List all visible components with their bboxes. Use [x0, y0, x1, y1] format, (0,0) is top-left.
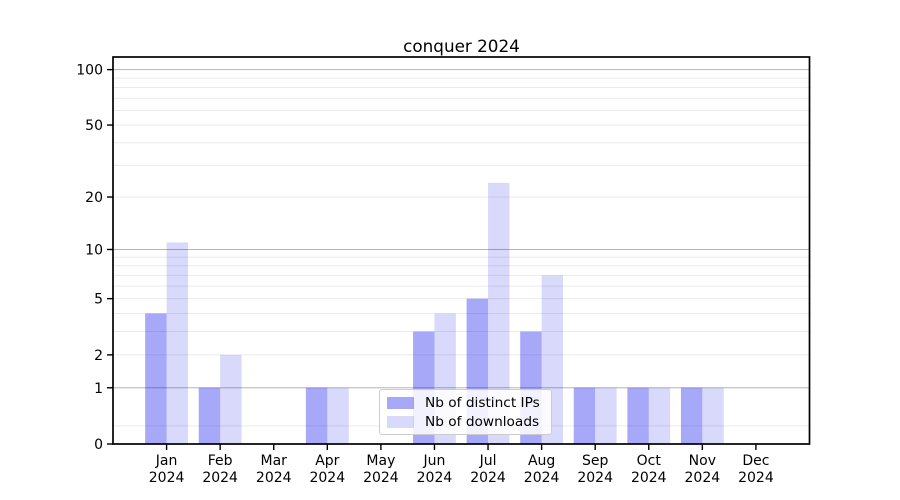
y-tick-label: 50 [85, 118, 103, 134]
bar-downloads-oct [648, 387, 671, 444]
x-tick-label-month: Sep [582, 453, 609, 469]
y-tick-label: 10 [85, 242, 103, 258]
x-tick-label-month: Dec [742, 453, 769, 469]
x-tick-label-year: 2024 [470, 470, 506, 486]
y-tick-label: 20 [85, 190, 103, 206]
legend-swatch-distinct-ips [387, 396, 414, 409]
y-tick-label: 2 [94, 348, 103, 364]
x-tick-label-year: 2024 [309, 470, 345, 486]
bar-downloads-nov [702, 387, 724, 444]
x-tick-label-year: 2024 [202, 470, 238, 486]
chart-title: conquer 2024 [403, 36, 520, 56]
x-tick-label-month: Feb [208, 453, 233, 469]
y-tick-label: 5 [94, 292, 103, 308]
bar-distinct-ips-oct [627, 387, 649, 444]
x-tick-label-year: 2024 [417, 470, 453, 486]
legend-label-downloads: Nb of downloads [425, 413, 540, 430]
bar-downloads-jan [166, 242, 189, 444]
x-tick-label-month: Jun [423, 453, 446, 469]
plot-frame [112, 56, 811, 445]
bar-distinct-ips-nov [680, 387, 703, 444]
bar-distinct-ips-apr [305, 387, 328, 444]
legend-entry-distinct-ips: Nb of distinct IPs [387, 394, 543, 411]
x-tick-label-month: May [366, 453, 395, 469]
x-tick-label-year: 2024 [256, 470, 292, 486]
legend: Nb of distinct IPs Nb of downloads [379, 389, 552, 435]
x-tick-label-year: 2024 [149, 470, 185, 486]
legend-entry-downloads: Nb of downloads [387, 413, 543, 430]
bar-distinct-ips-feb [198, 387, 221, 444]
bar-downloads-apr [327, 387, 349, 444]
x-tick-label-month: Nov [689, 453, 716, 469]
x-tick-label-month: Jan [155, 453, 178, 469]
x-tick-label-month: Mar [261, 453, 288, 469]
bar-downloads-sep [595, 387, 617, 444]
y-tick-label: 0 [94, 437, 103, 453]
y-tick-label: 100 [76, 63, 103, 79]
x-tick-label-year: 2024 [685, 470, 721, 486]
x-tick-label-year: 2024 [738, 470, 774, 486]
bar-distinct-ips-sep [573, 387, 596, 444]
bar-distinct-ips-jan [145, 313, 167, 444]
legend-swatch-downloads [387, 415, 414, 428]
bar-downloads-feb [220, 354, 242, 444]
y-tick-label: 1 [94, 381, 103, 397]
x-tick-label-month: Oct [637, 453, 662, 469]
x-tick-label-year: 2024 [524, 470, 560, 486]
x-tick-label-month: Jul [479, 453, 497, 469]
x-tick-label-year: 2024 [631, 470, 667, 486]
x-tick-label-month: Apr [315, 453, 339, 469]
x-tick-label-year: 2024 [577, 470, 613, 486]
x-tick-label-month: Aug [528, 453, 555, 469]
bar-downloads-jul [488, 182, 510, 444]
legend-label-distinct-ips: Nb of distinct IPs [425, 394, 540, 411]
x-tick-label-year: 2024 [363, 470, 399, 486]
